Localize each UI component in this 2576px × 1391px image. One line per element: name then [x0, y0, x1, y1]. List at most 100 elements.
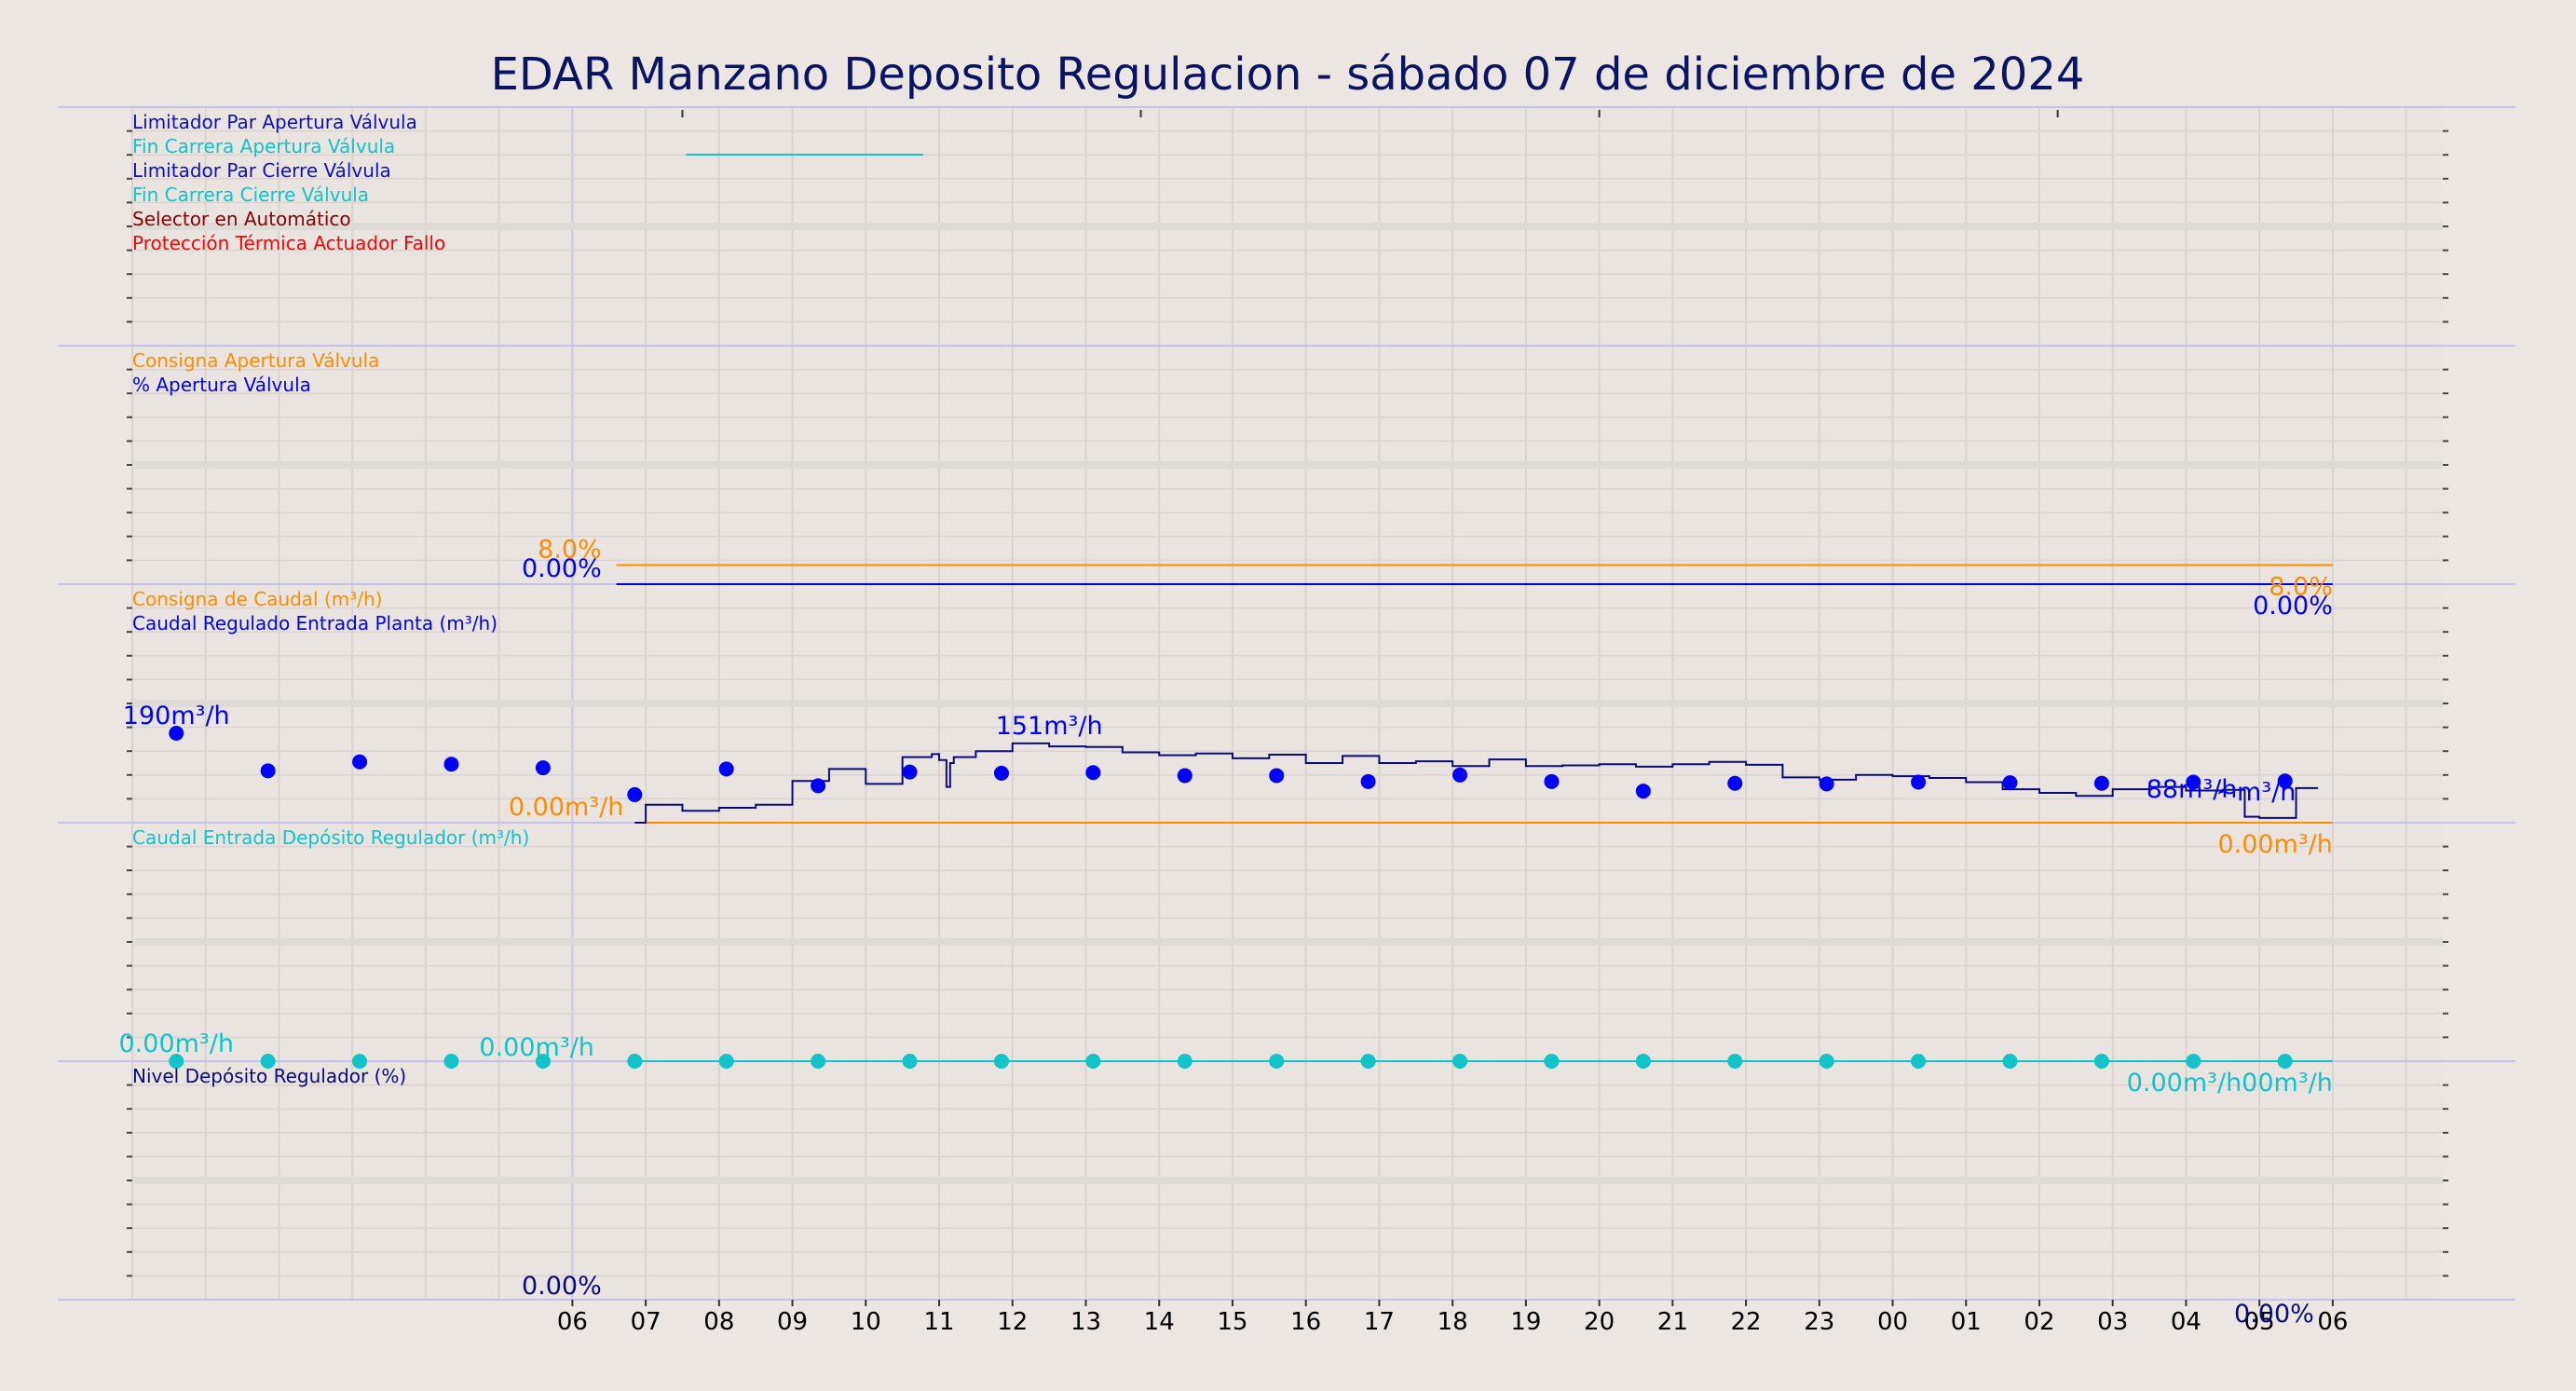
data-point [535, 1054, 551, 1069]
labels: 06 07 08 09 10 11 12 13 14 15 16 17 18 19 20 21 22 23 00 01… [119, 111, 2349, 1336]
data-point [2186, 1054, 2201, 1069]
data-point [627, 786, 643, 802]
panel-mid-band [132, 700, 2443, 707]
data-point [2093, 775, 2109, 791]
x-tick-label: 18 [1438, 1308, 1468, 1336]
data-point [260, 1054, 276, 1069]
x-tick-label: 10 [851, 1308, 881, 1336]
data-point [1085, 765, 1101, 781]
data-label: 0.00% [522, 1272, 602, 1301]
x-tick-label: 21 [1657, 1308, 1688, 1336]
data-point [1452, 1054, 1468, 1069]
data-point [1177, 768, 1193, 784]
data-label: 0.00% [2234, 1300, 2314, 1329]
data-point [2002, 775, 2018, 791]
legend-entry: Limitador Par Apertura Válvula [132, 111, 417, 133]
data-point [169, 1054, 184, 1069]
data-point [1544, 773, 1560, 789]
data-point [1635, 1054, 1651, 1069]
data-label: 151m³/h [996, 712, 1103, 741]
data-point [1452, 767, 1468, 783]
legend-entry: Selector en Automático [132, 208, 351, 230]
legend-entry: Consigna de Caudal (m³/h) [132, 588, 382, 610]
data-label: 0.00m³/h [119, 1030, 234, 1058]
data-point [1544, 1054, 1560, 1069]
x-tick-label: 03 [2097, 1308, 2128, 1336]
data-label: 190m³/h [123, 702, 230, 730]
x-tick-label: 09 [777, 1308, 808, 1336]
legend-entry: Limitador Par Cierre Válvula [132, 159, 391, 182]
grid [58, 106, 2515, 1306]
x-tick-label: 13 [1070, 1308, 1101, 1336]
data-point [1727, 1054, 1743, 1069]
legend-entry: Caudal Regulado Entrada Planta (m³/h) [132, 612, 497, 634]
data-label: 0.00% [2253, 592, 2333, 620]
data-point [443, 1054, 459, 1069]
legend-entry: Fin Carrera Apertura Válvula [132, 135, 395, 157]
series-line [634, 742, 2319, 824]
data-point [2093, 1054, 2109, 1069]
data-point [993, 1054, 1009, 1069]
data-point [1727, 775, 1743, 791]
data-label: 0.00% [522, 554, 602, 583]
x-tick-label: 11 [923, 1308, 954, 1336]
x-tick-label: 07 [631, 1308, 661, 1336]
x-tick-label: 20 [1584, 1308, 1615, 1336]
legend-entry: % Apertura Válvula [132, 374, 311, 396]
data-point [1085, 1054, 1101, 1069]
data-point [902, 1054, 918, 1069]
data-point [1360, 773, 1376, 789]
chart-title: EDAR Manzano Deposito Regulacion - sábad… [491, 48, 2085, 101]
data-point [1819, 1054, 1834, 1069]
x-tick-label: 08 [703, 1308, 734, 1336]
x-tick-label: 16 [1290, 1308, 1321, 1336]
data-point [902, 764, 918, 780]
data-point [2186, 774, 2201, 790]
data-point [352, 754, 368, 770]
x-tick-label: 06 [557, 1308, 588, 1336]
x-tick-label: 01 [1951, 1308, 1982, 1336]
legend-entry: Protección Térmica Actuador Fallo [132, 232, 445, 254]
data-point [2002, 1054, 2018, 1069]
data-point [169, 726, 184, 741]
data-point [1269, 768, 1285, 784]
x-tick-label: 04 [2171, 1308, 2201, 1336]
data-label: 0.00m³/h [479, 1033, 593, 1062]
x-tick-label: 17 [1364, 1308, 1395, 1336]
legend-entry: Nivel Depósito Regulador (%) [132, 1065, 406, 1087]
panel-mid-band [132, 1177, 2443, 1184]
data-point [443, 757, 459, 772]
data-label: 88m³/h [2147, 775, 2238, 804]
legend-entry: Fin Carrera Cierre Válvula [132, 184, 369, 206]
data-point [1360, 1054, 1376, 1069]
data-label: 0.00m³/h [2217, 830, 2332, 859]
data-point [2277, 773, 2293, 789]
data-label: 8.0% [538, 536, 602, 565]
data-label: ~m³/h [2215, 778, 2296, 807]
data-point [718, 1054, 734, 1069]
x-tick-label: 06 [2317, 1308, 2348, 1336]
data-label: 0.00m³/h00m³/h [2127, 1069, 2333, 1098]
data-point [993, 765, 1009, 781]
x-tick-label: 00 [1877, 1308, 1908, 1336]
data-point [811, 778, 826, 794]
data-point [260, 763, 276, 779]
data-label: 8.0% [2269, 573, 2333, 602]
data-point [1269, 1054, 1285, 1069]
x-tick-label: 23 [1804, 1308, 1834, 1336]
x-tick-label: 14 [1144, 1308, 1175, 1336]
data-point [718, 761, 734, 777]
data-point [535, 760, 551, 776]
series [169, 154, 2333, 1069]
legend-entry: Caudal Entrada Depósito Regulador (m³/h) [132, 826, 529, 849]
data-point [811, 1054, 826, 1069]
x-tick-label: 15 [1217, 1308, 1247, 1336]
data-label: 0.00m³/h [509, 793, 623, 822]
x-tick-label: 22 [1731, 1308, 1762, 1336]
data-point [1819, 776, 1834, 792]
x-tick-label: 19 [1510, 1308, 1541, 1336]
legend-entry: Consigna Apertura Válvula [132, 349, 379, 372]
x-tick-label: 02 [2024, 1308, 2054, 1336]
panel-mid-band [132, 223, 2443, 230]
